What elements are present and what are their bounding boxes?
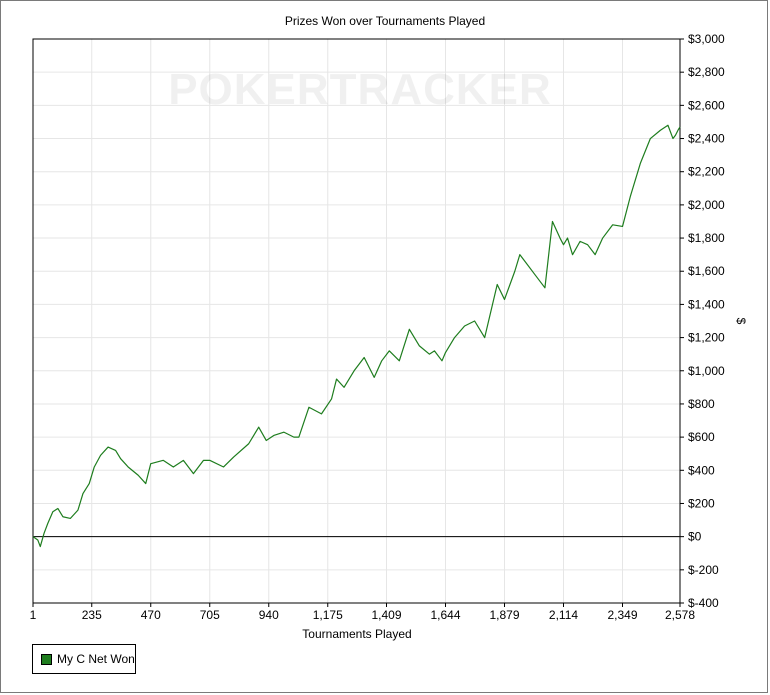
legend: My C Net Won bbox=[32, 644, 136, 674]
y-tick-label: $1,600 bbox=[688, 264, 725, 278]
x-axis-label: Tournaments Played bbox=[302, 627, 411, 641]
x-tick-label: 2,114 bbox=[549, 608, 578, 622]
y-tick-label: $2,400 bbox=[688, 132, 725, 146]
y-tick-label: $2,800 bbox=[688, 65, 725, 79]
y-tick-label: $1,000 bbox=[688, 364, 725, 378]
y-tick-label: $600 bbox=[688, 430, 715, 444]
x-tick-label: 705 bbox=[200, 608, 220, 622]
x-tick-label: 1,175 bbox=[313, 608, 343, 622]
y-tick-label: $-200 bbox=[688, 563, 719, 577]
x-tick-label: 1,879 bbox=[489, 608, 519, 622]
y-tick-label: $200 bbox=[688, 496, 715, 510]
y-axis: $-400 $-200 $0 $200 $400 $600 $800 $1,000 $1,200… bbox=[680, 32, 725, 610]
grid bbox=[32, 38, 681, 604]
y-tick-label: $1,800 bbox=[688, 231, 725, 245]
y-tick-label: $400 bbox=[688, 463, 715, 477]
y-tick-label: $2,000 bbox=[688, 198, 725, 212]
y-tick-label: $2,200 bbox=[688, 165, 725, 179]
y-tick-label: $3,000 bbox=[688, 32, 725, 46]
x-tick-label: 2,349 bbox=[607, 608, 637, 622]
watermark-text: POKERTRACKER bbox=[168, 65, 552, 114]
legend-swatch bbox=[41, 653, 52, 665]
series-layer bbox=[32, 124, 681, 548]
legend-label: My C Net Won bbox=[57, 652, 135, 666]
x-tick-label: 1,409 bbox=[371, 608, 401, 622]
y-tick-label: $1,400 bbox=[688, 297, 725, 311]
plot-area bbox=[32, 38, 681, 604]
x-tick-label: 1,644 bbox=[430, 608, 460, 622]
y-tick-label: $-400 bbox=[688, 596, 719, 610]
x-tick-label: 470 bbox=[141, 608, 161, 622]
chart-title: Prizes Won over Tournaments Played bbox=[284, 14, 486, 28]
y-axis-label: $ bbox=[734, 318, 748, 325]
x-tick-label: 1 bbox=[30, 608, 37, 622]
y-tick-label: $2,600 bbox=[688, 98, 725, 112]
x-tick-label: 235 bbox=[82, 608, 102, 622]
y-tick-label: $800 bbox=[688, 397, 715, 411]
y-tick-label: $0 bbox=[688, 530, 702, 544]
x-axis: 1 235 470 705 940 1,175 1,409 1,644 1,879 2,114 2,… bbox=[30, 603, 695, 622]
y-tick-label: $1,200 bbox=[688, 331, 725, 345]
x-tick-label: 940 bbox=[259, 608, 279, 622]
series-line-my-c-net-won bbox=[32, 124, 681, 548]
x-tick-label: 2,578 bbox=[665, 608, 695, 622]
